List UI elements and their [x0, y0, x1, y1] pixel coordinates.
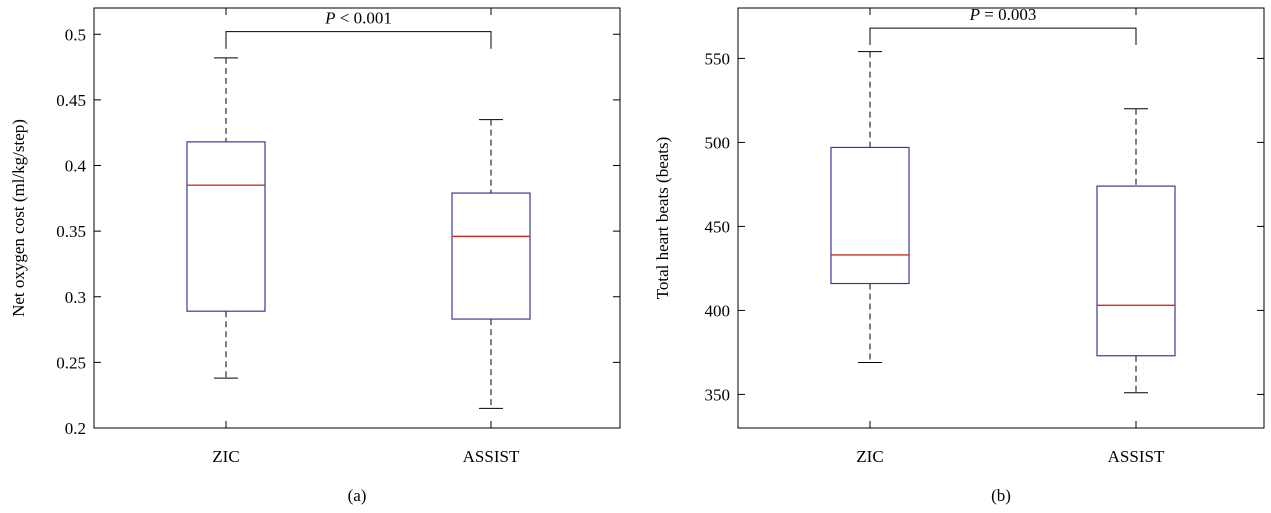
y-tick-label: 0.45	[56, 91, 86, 110]
y-axis-ticks: 350 400 450 500 550	[705, 49, 1264, 404]
panel-a: 0.2 0.25 0.3 0.35 0.4 0.45 0.5 ZIC ASSIST P < 0…	[9, 7, 621, 505]
panel-label: (a)	[348, 486, 367, 505]
p-value: 0.001	[354, 9, 392, 28]
box-plots	[830, 51, 1176, 394]
y-tick-label: 450	[705, 217, 731, 236]
significance-bracket: P = 0.003	[869, 5, 1137, 45]
box-zic	[186, 57, 266, 379]
p-value-label: P = 0.003	[969, 5, 1037, 24]
p-relation: =	[980, 5, 998, 24]
x-axis-ticks: ZIC ASSIST	[212, 8, 520, 466]
y-tick-label: 0.4	[65, 157, 87, 176]
y-tick-label: 0.2	[65, 419, 86, 438]
panel-b: 350 400 450 500 550 ZIC ASSIST P = 0.003 Tota…	[653, 5, 1265, 505]
box-assist	[1096, 108, 1176, 394]
y-tick-label: 500	[705, 133, 731, 152]
iqr-box	[186, 141, 266, 312]
p-relation: <	[336, 9, 354, 28]
x-tick-label: ZIC	[856, 447, 883, 466]
y-axis-title: Total heart beats (beats)	[653, 137, 672, 300]
box-plots	[186, 57, 531, 409]
iqr-box	[1096, 185, 1176, 357]
x-tick-label: ASSIST	[1108, 447, 1165, 466]
y-tick-label: 0.35	[56, 222, 86, 241]
iqr-box	[830, 146, 910, 285]
y-tick-label: 550	[705, 49, 731, 68]
y-axis-title: Net oxygen cost (ml/kg/step)	[9, 119, 28, 317]
bracket-line	[225, 31, 492, 49]
panel-label: (b)	[991, 486, 1011, 505]
x-axis-ticks: ZIC ASSIST	[856, 8, 1165, 466]
p-value-label: P < 0.001	[324, 9, 392, 28]
p-symbol: P	[324, 9, 335, 28]
box-assist	[451, 119, 531, 409]
y-tick-label: 400	[705, 301, 731, 320]
box-zic	[830, 51, 910, 363]
x-tick-label: ZIC	[212, 447, 239, 466]
p-value: 0.003	[998, 5, 1036, 24]
y-axis-ticks: 0.2 0.25 0.3 0.35 0.4 0.45 0.5	[56, 25, 620, 438]
y-tick-label: 0.3	[65, 288, 86, 307]
plot-frame	[737, 7, 1265, 429]
y-tick-label: 0.5	[65, 25, 86, 44]
y-tick-label: 0.25	[56, 353, 86, 372]
p-symbol: P	[969, 5, 980, 24]
y-tick-label: 350	[705, 385, 731, 404]
bracket-line	[869, 27, 1137, 45]
iqr-box	[451, 192, 531, 320]
x-tick-label: ASSIST	[463, 447, 520, 466]
significance-bracket: P < 0.001	[225, 9, 492, 49]
plot-frame	[93, 7, 621, 429]
